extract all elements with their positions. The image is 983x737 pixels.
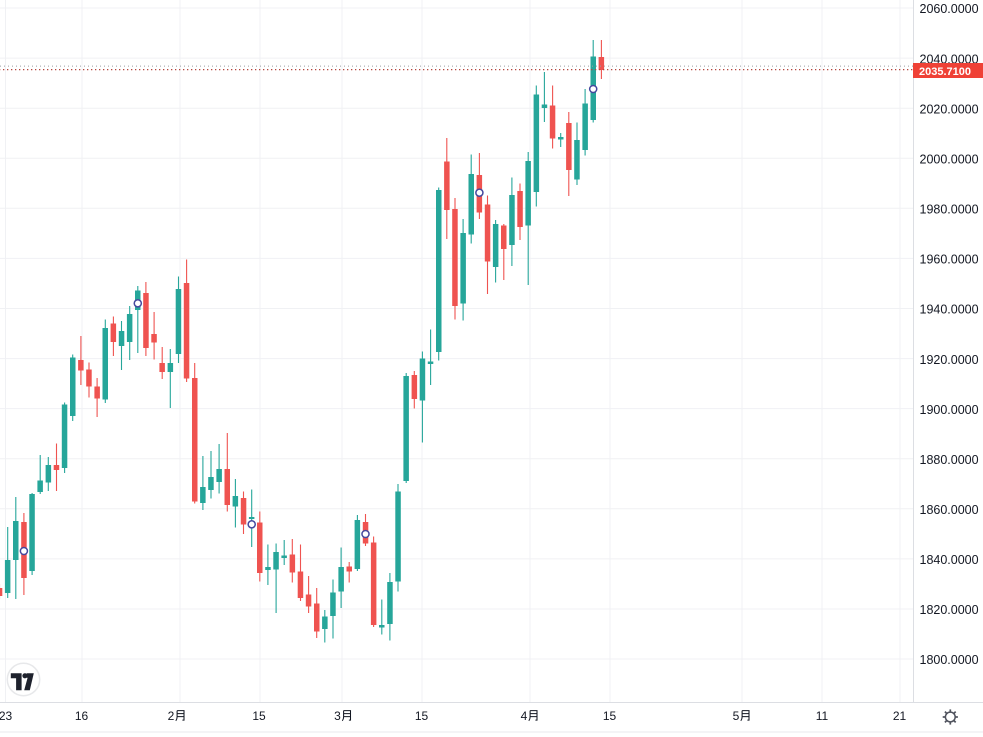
- svg-text:3: 3: [334, 709, 341, 723]
- svg-text:23: 23: [0, 709, 12, 723]
- svg-text:15: 15: [603, 709, 617, 723]
- svg-text:11: 11: [816, 709, 829, 723]
- svg-text:2020.0000: 2020.0000: [920, 102, 979, 116]
- svg-text:1880.0000: 1880.0000: [920, 453, 979, 467]
- svg-text:16: 16: [75, 709, 89, 723]
- svg-text:1980.0000: 1980.0000: [920, 203, 979, 217]
- svg-text:4: 4: [521, 709, 528, 723]
- svg-text:1820.0000: 1820.0000: [920, 603, 979, 617]
- svg-text:1900.0000: 1900.0000: [920, 403, 979, 417]
- svg-text:1920.0000: 1920.0000: [920, 353, 979, 367]
- svg-text:2060.0000: 2060.0000: [920, 2, 979, 16]
- svg-text:1960.0000: 1960.0000: [920, 253, 979, 267]
- svg-text:5: 5: [733, 709, 740, 723]
- svg-text:2: 2: [168, 709, 175, 723]
- svg-text:2040.0000: 2040.0000: [920, 52, 979, 66]
- svg-text:15: 15: [415, 709, 429, 723]
- svg-text:2000.0000: 2000.0000: [920, 152, 979, 166]
- svg-text:1800.0000: 1800.0000: [920, 653, 979, 667]
- svg-text:1860.0000: 1860.0000: [920, 503, 979, 517]
- svg-text:1840.0000: 1840.0000: [920, 553, 979, 567]
- svg-text:2035.7100: 2035.7100: [919, 66, 971, 78]
- svg-text:21: 21: [893, 709, 907, 723]
- svg-text:15: 15: [252, 709, 266, 723]
- svg-text:1940.0000: 1940.0000: [920, 303, 979, 317]
